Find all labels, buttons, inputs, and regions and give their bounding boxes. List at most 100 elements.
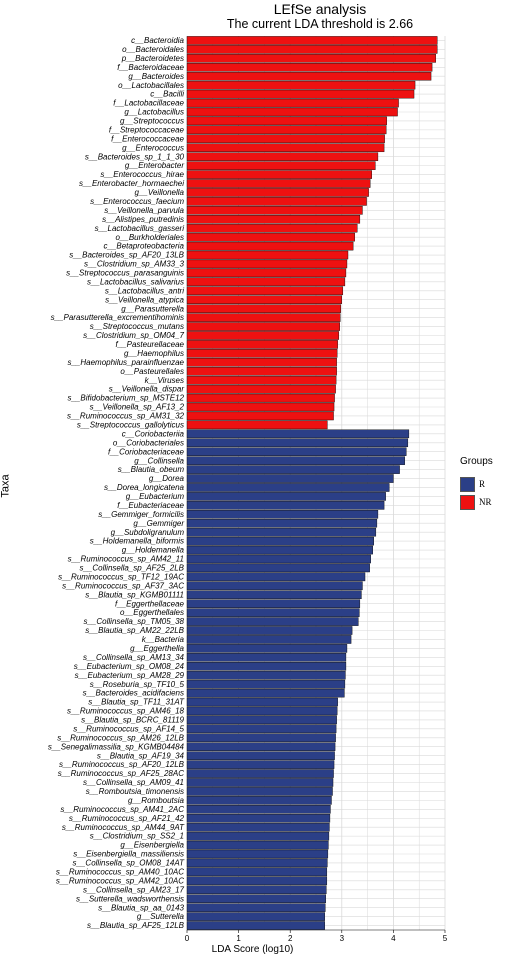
taxon-label: p__Bacteroidetes bbox=[121, 54, 184, 63]
x-tick-label: 5 bbox=[443, 934, 448, 943]
bar-s-lactobacillus-salivarius bbox=[186, 277, 346, 287]
taxon-label: s__Blautia_sp_TF11_31AT bbox=[88, 698, 185, 707]
bar-s-clostridium-sp-ss2-1 bbox=[186, 831, 330, 841]
legend-swatch-r bbox=[460, 476, 475, 492]
bar-g-eisenbergiella bbox=[186, 840, 329, 850]
taxon-label: s__Haemophilus_parainfluenzae bbox=[67, 358, 184, 367]
taxon-label: g__Romboutsia bbox=[128, 796, 185, 805]
taxon-label: s__Eisenbergiella_massiliensis bbox=[73, 850, 184, 859]
taxon-label: s__Alistipes_putredinis bbox=[102, 215, 184, 224]
taxon-label: s__Collinsella_sp_AM23_17 bbox=[83, 885, 185, 894]
bar-s-eubacterium-sp-om08-24 bbox=[186, 662, 347, 671]
bar-g-enterobacter bbox=[186, 161, 376, 170]
taxon-label: s__Ruminococcus_sp_AM42_10AC bbox=[56, 876, 184, 885]
taxon-label: g__Enterobacter bbox=[125, 161, 184, 170]
taxon-label: s__Collinsella_sp_AM13_34 bbox=[83, 653, 185, 662]
taxon-label: s__Streptococcus_mutans bbox=[90, 322, 184, 331]
bar-s-blautia-sp-aa-0143 bbox=[186, 903, 326, 912]
taxon-label: s__Roseburia_sp_TF10_5 bbox=[90, 680, 185, 689]
bar-s-blautia-sp-kgmb01111 bbox=[186, 590, 362, 600]
bar-g-lactobacillus bbox=[186, 107, 398, 117]
bar-g-streptococcus bbox=[186, 116, 387, 126]
legend-label-nr: NR bbox=[479, 497, 492, 507]
bar-f-streptococcaceae bbox=[186, 125, 387, 135]
taxon-label: c__Coriobacteriia bbox=[122, 429, 185, 438]
bar-o-burkholderiales bbox=[186, 232, 355, 242]
bar-g-holdemanella bbox=[186, 545, 373, 555]
bar-g-bacteroides bbox=[186, 71, 432, 81]
bar-s-blautia-sp-af19-34 bbox=[186, 751, 335, 760]
bar-s-ruminococcus-sp-af20-12lb bbox=[186, 760, 335, 769]
bar-s-collinsella-sp-af25-2lb bbox=[186, 563, 370, 573]
bar-s-blautia-obeum bbox=[186, 465, 400, 474]
taxon-label: g__Parasutterella bbox=[121, 304, 184, 313]
grid-lines bbox=[186, 36, 446, 930]
taxon-label: f__Eggerthellaceae bbox=[115, 599, 184, 608]
taxon-label: s__Ruminococcus_sp_AM46_18 bbox=[67, 707, 185, 716]
bar-c-betaproteobacteria bbox=[186, 241, 354, 251]
x-tick-label: 0 bbox=[185, 934, 190, 943]
legend-label-r: R bbox=[479, 479, 486, 489]
bar-g-veillonella bbox=[186, 188, 369, 197]
bar-f-eggerthellaceae bbox=[186, 599, 361, 608]
bar-g-haemophilus bbox=[186, 349, 338, 358]
taxon-label: g__Veillonella bbox=[134, 188, 184, 197]
taxon-label: s__Veillonella_dispar bbox=[109, 385, 185, 394]
taxon-label: s__Dorea_longicatena bbox=[104, 483, 185, 492]
bar-s-lactobacillus-gasseri bbox=[186, 223, 358, 233]
taxon-label: s__Ruminococcus_sp_AM41_2AC bbox=[60, 805, 184, 814]
taxon-label: s__Bacteroides_acidifaciens bbox=[83, 689, 184, 698]
bar-o-pasteurellales bbox=[186, 366, 337, 376]
taxon-label: s__Collinsella_sp_AM09_41 bbox=[83, 778, 184, 787]
bar-s-blautia-sp-bcrc-81119 bbox=[186, 715, 337, 725]
bar-s-ruminococcus-sp-af25-28ac bbox=[186, 769, 334, 778]
bar-s-haemophilus-parainfluenzae bbox=[186, 358, 337, 367]
taxon-label: s__Lactobacillus_antri bbox=[105, 286, 184, 295]
taxon-label: c__Betaproteobacteria bbox=[104, 242, 185, 251]
taxon-label: s__Collinsella_sp_AF25_2LB bbox=[79, 564, 184, 573]
bar-g-gemmiger bbox=[186, 518, 378, 528]
taxon-label: s__Bacteroides_sp_AF20_13LB bbox=[69, 251, 184, 260]
taxon-label: s__Ruminococcus_sp_AM31_32 bbox=[67, 412, 185, 421]
taxon-label: s__Eubacterium_sp_AM28_29 bbox=[75, 671, 185, 680]
taxon-label: g__Eggerthella bbox=[130, 644, 184, 653]
bar-s-eubacterium-sp-am28-29 bbox=[186, 670, 346, 680]
taxon-label: s__Blautia_sp_BCRC_81119 bbox=[81, 716, 184, 725]
bar-s-ruminococcus-sp-am41-2ac bbox=[186, 805, 331, 814]
bar-s-ruminococcus-sp-af14-5 bbox=[186, 724, 337, 734]
bar-o-coriobacteriales bbox=[186, 438, 409, 448]
bar-s-bacteroides-acidifaciens bbox=[186, 688, 345, 698]
bar-g-collinsella bbox=[186, 456, 405, 465]
bar-f-enterococcaceae bbox=[186, 134, 385, 144]
bar-s-senegalimassilia-sp-kgmb04484 bbox=[186, 742, 336, 751]
bar-s-veillonella-parvula bbox=[186, 206, 363, 215]
taxon-label: c__Bacteroidia bbox=[131, 36, 184, 45]
taxon-label: o__Burkholderiales bbox=[116, 233, 185, 242]
bar-p-bacteroidetes bbox=[186, 54, 436, 63]
taxon-label: s__Clostridium_sp_SS2_1 bbox=[90, 832, 184, 841]
x-tick-label: 2 bbox=[288, 934, 293, 943]
bar-o-lactobacillales bbox=[186, 80, 416, 90]
y-axis-title: Taxa bbox=[0, 474, 12, 498]
taxon-label: g__Holdemanella bbox=[122, 546, 185, 555]
taxon-label: s__Blautia_sp_KGMB01111 bbox=[85, 590, 184, 599]
bar-s-blautia-sp-af25-12lb bbox=[186, 921, 325, 930]
taxon-label: f__Lactobacillaceae bbox=[113, 99, 184, 108]
taxon-label: f__Streptococcaceae bbox=[109, 125, 185, 134]
taxon-label: s__Veillonella_atypica bbox=[105, 295, 184, 304]
taxon-label: s__Ruminococcus_sp_AM26_12LB bbox=[57, 733, 184, 742]
bar-g-dorea bbox=[186, 474, 394, 483]
x-axis-title: LDA Score (log10) bbox=[211, 944, 294, 955]
taxon-label: f__Coriobacteriaceae bbox=[108, 447, 185, 456]
bar-f-lactobacillaceae bbox=[186, 98, 399, 108]
bar-s-gemmiger-formicilis bbox=[186, 510, 379, 519]
taxon-label: f__Eubacteriaceae bbox=[117, 501, 184, 510]
bar-s-ruminococcus-sp-am31-32 bbox=[186, 411, 334, 421]
taxon-label: s__Blautia_sp_AM22_22LB bbox=[85, 626, 184, 635]
bar-g-romboutsia bbox=[186, 796, 332, 805]
legend-swatch-nr bbox=[460, 494, 475, 510]
taxon-label: s__Enterococcus_faecium bbox=[90, 197, 184, 206]
bar-s-veillonella-dispar bbox=[186, 384, 336, 394]
bar-s-ruminococcus-sp-am44-9at bbox=[186, 822, 330, 832]
taxon-label: s__Blautia_sp_aa_0143 bbox=[98, 903, 184, 912]
